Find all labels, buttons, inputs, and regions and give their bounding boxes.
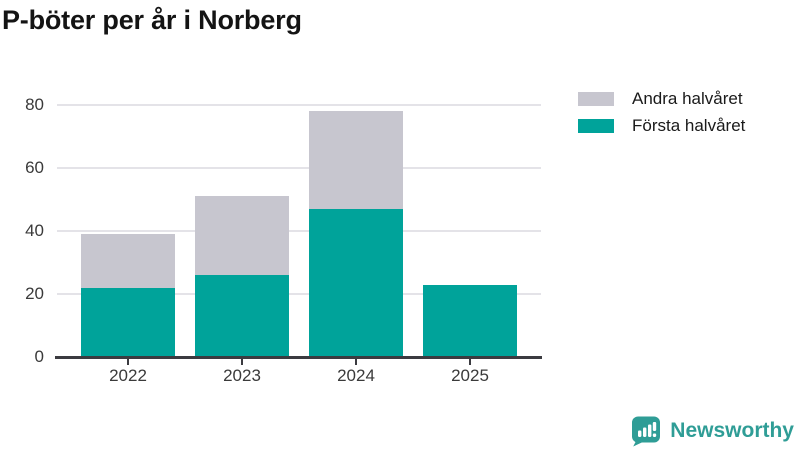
legend-label: Andra halvåret [632, 89, 743, 108]
x-axis-tick [355, 359, 357, 365]
y-axis-tick-label: 20 [25, 284, 44, 303]
bar-segment [81, 287, 175, 357]
gridline [57, 167, 541, 169]
legend: Andra halvåret Första halvåret [578, 89, 746, 144]
bar-segment [423, 284, 517, 357]
gridline [57, 104, 541, 106]
legend-label: Första halvåret [632, 116, 746, 135]
x-axis-line [55, 356, 542, 359]
x-axis-tick [469, 359, 471, 365]
legend-item-forsta-halvaret: Första halvåret [578, 116, 746, 135]
newsworthy-logo: Newsworthy [630, 415, 794, 447]
bar-segment [309, 111, 403, 209]
newsworthy-logo-text: Newsworthy [670, 419, 794, 442]
x-axis-tick-label: 2022 [109, 366, 147, 385]
x-axis-tick [241, 359, 243, 365]
plot-area [57, 104, 541, 357]
chart-title: P-böter per år i Norberg [2, 5, 302, 35]
bar-segment [195, 275, 289, 357]
x-axis-tick [127, 359, 129, 365]
y-axis-tick-label: 40 [25, 221, 44, 240]
x-axis-tick-label: 2024 [337, 366, 375, 385]
bar-segment [81, 234, 175, 288]
y-axis-tick-label: 60 [25, 158, 44, 177]
y-axis-tick-label: 0 [34, 347, 44, 366]
newsworthy-bubble-chart-icon [632, 416, 661, 447]
bar-segment [309, 208, 403, 357]
gridline [57, 230, 541, 232]
x-axis-tick-label: 2025 [451, 366, 489, 385]
bar-segment [195, 196, 289, 276]
gridline [57, 293, 541, 295]
y-axis-tick-label: 80 [25, 95, 44, 114]
legend-item-andra-halvaret: Andra halvåret [578, 89, 745, 108]
x-axis-tick-label: 2023 [223, 366, 261, 385]
legend-swatch [578, 92, 614, 106]
legend-swatch [578, 119, 614, 133]
